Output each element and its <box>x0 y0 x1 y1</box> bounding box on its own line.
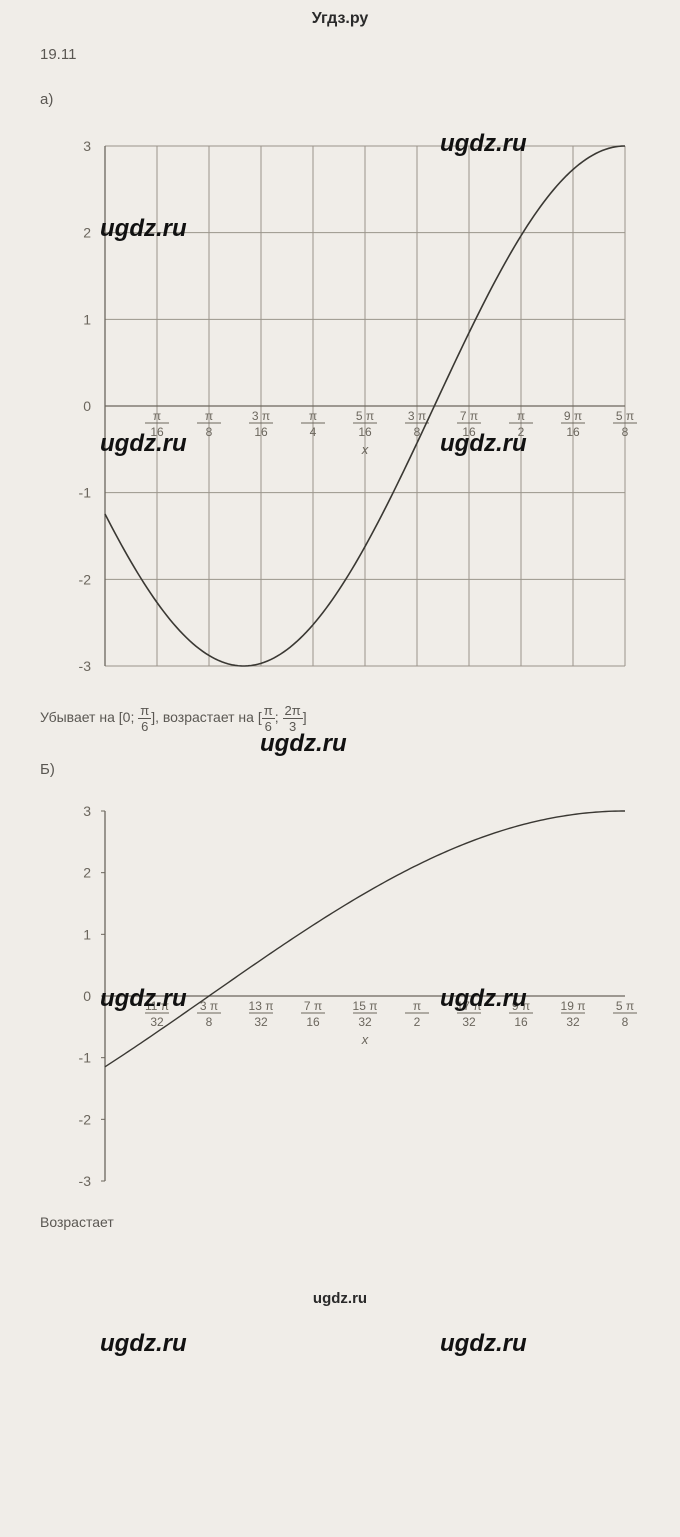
svg-text:15 π: 15 π <box>353 999 378 1013</box>
svg-text:3 π: 3 π <box>408 409 426 423</box>
svg-text:16: 16 <box>358 425 372 439</box>
svg-text:32: 32 <box>566 1015 580 1029</box>
page-content: 19.11 a) -3 -2 -1 0 1 2 3 π 16 π 8 3 π 16 π 4 5 π 16 3 π 8… <box>0 36 680 1278</box>
svg-text:π: π <box>517 409 525 423</box>
svg-text:8: 8 <box>622 1015 629 1029</box>
chart-b: -3-2-1012311 π323 π813 π327 π1615 π32π21… <box>50 796 650 1196</box>
part-a-label: a) <box>40 91 650 108</box>
svg-text:x: x <box>361 442 369 457</box>
svg-text:3: 3 <box>83 803 91 819</box>
chart-a: -3 -2 -1 0 1 2 3 π 16 π 8 3 π 16 π 4 5 π 16 3 π 8 7 π 16 π 2 9 … <box>50 126 650 686</box>
problem-number: 19.11 <box>40 46 650 63</box>
svg-text:32: 32 <box>462 1015 476 1029</box>
site-header: Угдз.ру <box>0 0 680 36</box>
svg-text:7 π: 7 π <box>304 999 322 1013</box>
watermark: ugdz.ru <box>440 1330 527 1358</box>
svg-text:16: 16 <box>566 425 580 439</box>
svg-text:0: 0 <box>83 988 91 1004</box>
svg-text:32: 32 <box>358 1015 372 1029</box>
svg-text:-2: -2 <box>79 1111 92 1127</box>
svg-text:π: π <box>153 409 161 423</box>
svg-text:16: 16 <box>514 1015 528 1029</box>
svg-text:3: 3 <box>83 138 91 154</box>
svg-text:16: 16 <box>254 425 268 439</box>
svg-text:8: 8 <box>206 1015 213 1029</box>
svg-text:5 π: 5 π <box>616 409 634 423</box>
chart-a-caption: Убывает на [0; π6], возрастает на [π6; 2… <box>40 704 650 733</box>
svg-text:2: 2 <box>83 225 91 241</box>
svg-text:9 π: 9 π <box>564 409 582 423</box>
svg-text:16: 16 <box>306 1015 320 1029</box>
svg-text:5 π: 5 π <box>616 999 634 1013</box>
svg-text:17 π: 17 π <box>457 999 482 1013</box>
svg-text:1: 1 <box>83 311 91 327</box>
svg-text:π: π <box>413 999 421 1013</box>
svg-text:32: 32 <box>150 1015 164 1029</box>
svg-text:8: 8 <box>206 425 213 439</box>
svg-text:0: 0 <box>83 398 91 414</box>
svg-text:π: π <box>309 409 317 423</box>
svg-text:-1: -1 <box>79 485 92 501</box>
watermark: ugdz.ru <box>100 1330 187 1358</box>
svg-text:32: 32 <box>254 1015 268 1029</box>
svg-text:11 π: 11 π <box>145 999 169 1013</box>
svg-text:9 π: 9 π <box>512 999 530 1013</box>
svg-text:2: 2 <box>518 425 525 439</box>
svg-text:x: x <box>361 1032 369 1047</box>
svg-text:-3: -3 <box>79 1173 92 1189</box>
svg-text:π: π <box>205 409 213 423</box>
svg-text:5 π: 5 π <box>356 409 374 423</box>
svg-text:16: 16 <box>462 425 476 439</box>
svg-text:2: 2 <box>83 865 91 881</box>
part-b-label: Б) <box>40 761 650 778</box>
svg-text:-3: -3 <box>79 658 92 674</box>
svg-text:16: 16 <box>150 425 164 439</box>
svg-text:-1: -1 <box>79 1050 92 1066</box>
site-footer: ugdz.ru <box>0 1278 680 1321</box>
svg-text:-2: -2 <box>79 571 92 587</box>
svg-text:13 π: 13 π <box>249 999 274 1013</box>
svg-text:1: 1 <box>83 926 91 942</box>
svg-text:4: 4 <box>310 425 317 439</box>
svg-text:7 π: 7 π <box>460 409 478 423</box>
svg-text:8: 8 <box>622 425 629 439</box>
svg-text:2: 2 <box>414 1015 421 1029</box>
svg-text:19 π: 19 π <box>561 999 586 1013</box>
svg-text:3 π: 3 π <box>252 409 270 423</box>
chart-b-caption: Возрастает <box>40 1214 650 1230</box>
